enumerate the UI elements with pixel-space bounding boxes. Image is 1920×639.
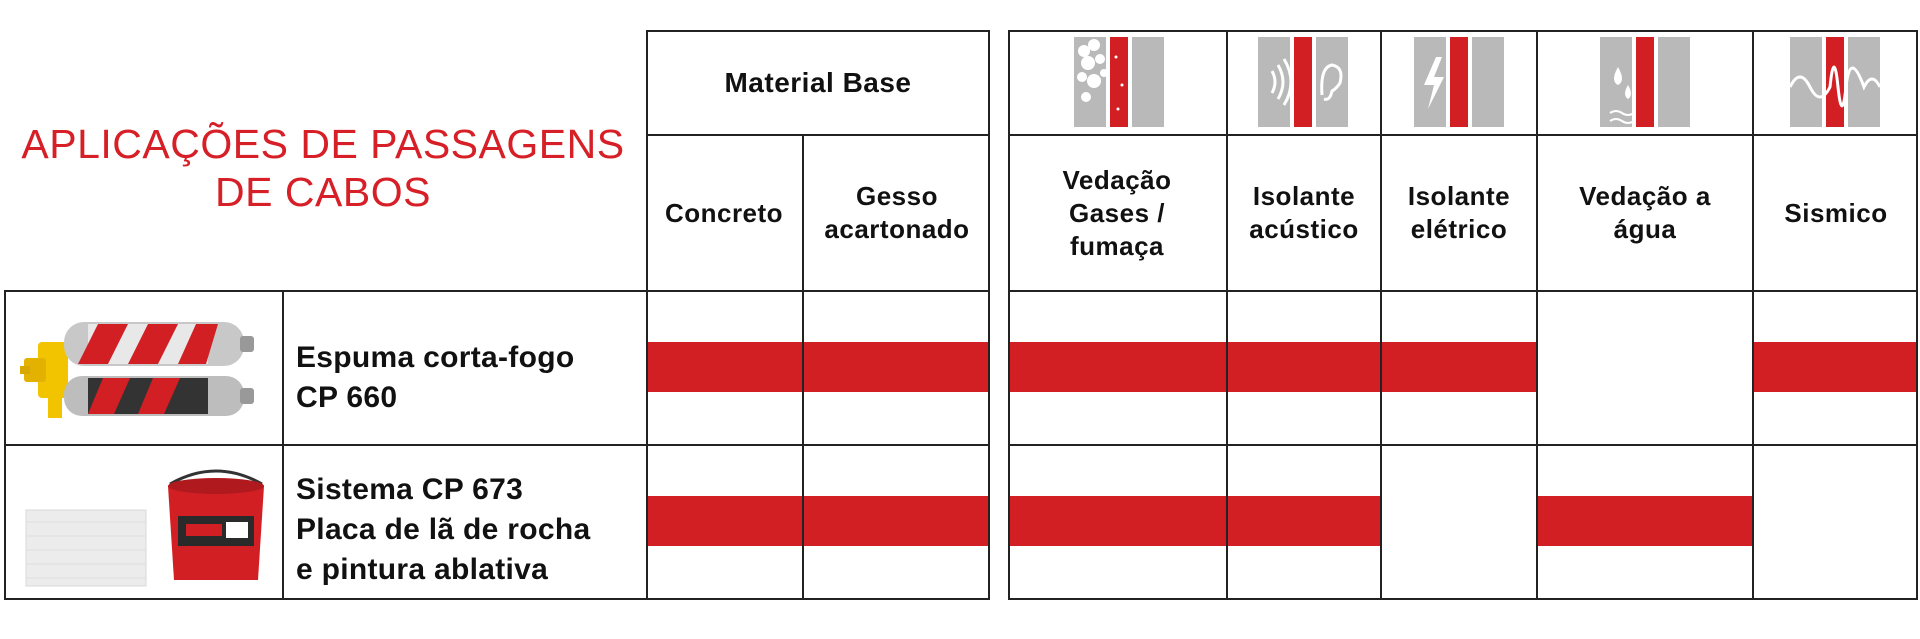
base-col-divider [802, 290, 804, 600]
row-1-label-line-1: Espuma corta-fogo [296, 341, 575, 374]
col-header-gesso: Gesso acartonado [804, 134, 990, 292]
smoke-seal-icon [1074, 37, 1164, 132]
water-seal-icon [1600, 37, 1690, 132]
row-1-label-line-2: CP 660 [296, 381, 398, 414]
row-2-base-bar-2 [804, 496, 988, 546]
material-base-divider [646, 134, 990, 136]
header-row-divider [1008, 290, 1918, 292]
col-header-isolante-eletrico-line-1: Isolante [1407, 181, 1511, 211]
row-2-base-bar-1 [648, 496, 802, 546]
col-header-gesso-label: Gesso acartonado [824, 181, 970, 244]
row-1-property-bar-1 [1010, 342, 1226, 392]
image-col-divider [282, 290, 284, 600]
col-header-vedacao-gases-line-1: Vedação [1062, 164, 1172, 195]
col-header-vedacao-agua: Vedação a água [1538, 134, 1752, 292]
row-2-product-label: Sistema CP 673 Placa de lã de rocha e pi… [296, 470, 590, 590]
prop-col-divider-4 [1752, 30, 1754, 600]
row-1-product-label: Espuma corta-fogo CP 660 [296, 338, 574, 418]
prop-col-divider-3 [1536, 30, 1538, 600]
material-base-col-divider [802, 134, 804, 292]
electrical-insulation-icon [1414, 37, 1504, 132]
col-header-isolante-acustico-line-1: Isolante [1252, 181, 1356, 211]
row-1-base-bar-1 [648, 342, 802, 392]
properties-table [1008, 30, 1918, 600]
title-line-2: DE CABOS [215, 169, 431, 215]
row-2-property-bar-1 [1010, 496, 1226, 546]
row-2-label-line-1: Sistema CP 673 [296, 473, 524, 506]
col-header-vedacao-gases-line-2: Gases / [1068, 197, 1165, 228]
col-header-sismico: Sismico [1754, 134, 1918, 292]
title-line-1: APLICAÇÕES DE PASSAGENS [21, 121, 625, 167]
col-header-vedacao-gases-line-3: fumaça [1069, 230, 1165, 261]
prop-col-divider-1 [1226, 30, 1228, 600]
col-header-sismico-line-1: Sismico [1784, 197, 1888, 228]
firestop-foam-cartridges-image [18, 312, 268, 430]
col-header-isolante-eletrico-line-2: elétrico [1410, 214, 1508, 244]
page-title: APLICAÇÕES DE PASSAGENS DE CABOS [0, 120, 646, 216]
col-header-vedacao-agua-line-2: água [1613, 214, 1677, 244]
col-header-isolante-acustico-line-2: acústico [1249, 214, 1359, 244]
row-divider-right [1008, 444, 1918, 446]
row-2-property-bar-4 [1538, 496, 1752, 546]
row-1-property-bar-3 [1382, 342, 1536, 392]
row-2-label-line-3: e pintura ablativa [296, 553, 549, 586]
label-col-divider [646, 290, 648, 600]
col-header-isolante-acustico: Isolante acústico [1228, 134, 1380, 292]
seismic-icon [1788, 37, 1882, 132]
row-1-property-bar-5 [1754, 342, 1916, 392]
col-header-concreto: Concreto [664, 197, 784, 228]
rock-wool-board-and-coating-bucket-image [18, 460, 268, 588]
row-1-property-bar-2 [1228, 342, 1380, 392]
row-2-label-line-2: Placa de lã de rocha [296, 513, 591, 546]
icon-row-divider [1008, 134, 1918, 136]
row-1-base-bar-2 [804, 342, 988, 392]
col-header-vedacao-gases: Vedação Gases / fumaça [1008, 134, 1226, 292]
material-base-group-label: Material Base [724, 66, 912, 98]
col-header-isolante-eletrico: Isolante elétrico [1382, 134, 1536, 292]
row-divider-left [4, 444, 990, 446]
col-header-vedacao-agua-line-1: Vedação a [1579, 181, 1711, 211]
acoustic-insulation-icon [1258, 37, 1348, 132]
prop-col-divider-2 [1380, 30, 1382, 600]
row-2-property-bar-2 [1228, 496, 1380, 546]
